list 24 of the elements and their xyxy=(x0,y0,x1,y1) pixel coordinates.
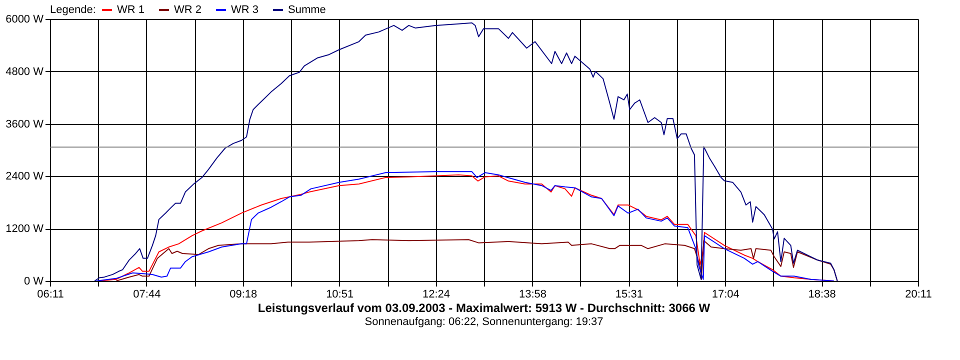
y-tick-label: 6000 W xyxy=(6,14,44,26)
x-tick-label: 18:38 xyxy=(808,288,836,300)
x-tick-label: 15:31 xyxy=(615,288,643,300)
x-tick-label: 10:51 xyxy=(326,288,354,300)
x-tick-label: 12:24 xyxy=(422,288,450,300)
text: Sonnenaufgang: 06:22, Sonnenuntergang: 19:37 xyxy=(364,316,604,328)
legend-title: Legende: xyxy=(50,4,96,16)
y-tick-label: 1200 W xyxy=(6,223,44,236)
y-tick-label: 0 W xyxy=(24,276,44,288)
x-tick-label: 09:18 xyxy=(230,288,258,300)
x-tick-label: 13:58 xyxy=(518,288,546,300)
x-tick-label: 07:44 xyxy=(133,288,161,300)
legend-label: WR 2 xyxy=(174,4,202,16)
x-tick-label: 20:11 xyxy=(905,288,932,300)
legend-label: WR 1 xyxy=(117,4,144,16)
x-tick-label: 06:11 xyxy=(37,288,64,300)
text: Leistungsverlauf vom 03.09.2003 - Maximalwert: 5913 W - Durchschnitt: 3066 W xyxy=(258,301,711,315)
legend-label: Summe xyxy=(288,4,326,16)
y-tick-label: 4800 W xyxy=(6,66,44,78)
x-tick-label: 17:04 xyxy=(712,288,740,300)
legend-label: WR 3 xyxy=(231,4,258,16)
y-tick-label: 2400 W xyxy=(6,170,44,183)
y-tick-label: 3600 W xyxy=(6,118,44,130)
line-series xyxy=(94,22,838,281)
